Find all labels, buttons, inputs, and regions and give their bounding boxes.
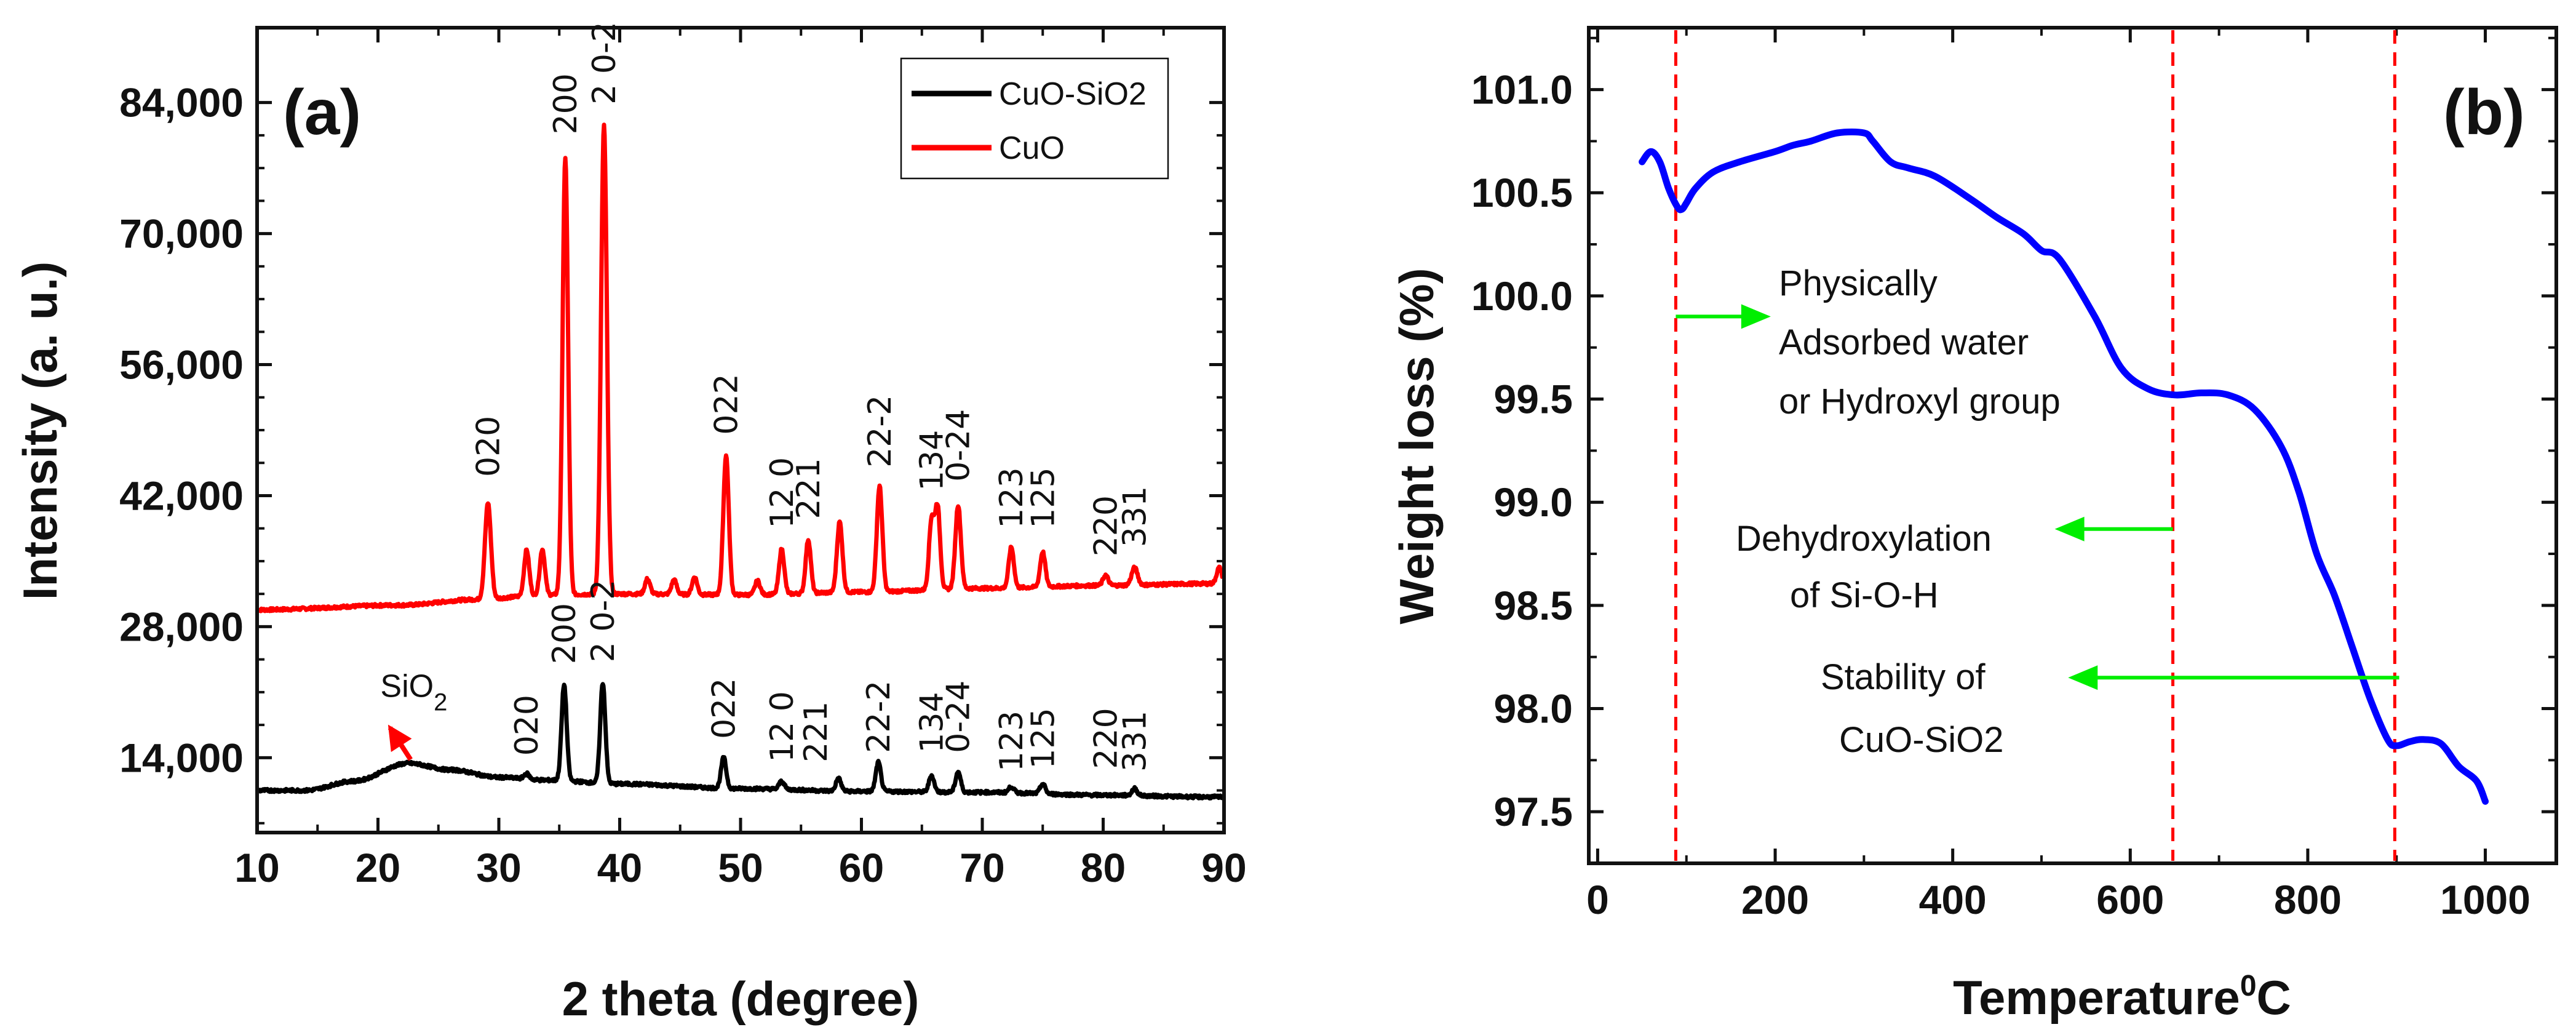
tga-plot-frame bbox=[1587, 26, 2558, 865]
xrd-x-tick-label: 90 bbox=[1201, 845, 1246, 890]
cuo-peak-label: 12 0 bbox=[764, 457, 801, 529]
xrd-x-tick-label: 40 bbox=[597, 845, 642, 890]
tga-y-tick-label: 97.5 bbox=[1494, 789, 1573, 834]
tga-y-tick-label: 99.5 bbox=[1494, 377, 1573, 422]
xrd-x-tick-label: 30 bbox=[476, 845, 521, 890]
xrd-plot-frame bbox=[255, 26, 1226, 834]
cuo-peak-label: 125 bbox=[1025, 467, 1062, 528]
xrd-curves bbox=[255, 122, 1225, 801]
cuo-sio2-peak-label: 221 bbox=[798, 701, 835, 762]
panel-label-b: (b) bbox=[2443, 77, 2525, 148]
xrd-y-tick-label: 84,000 bbox=[119, 80, 244, 126]
xrd-y-tick-label: 42,000 bbox=[119, 473, 244, 518]
panel-label-a: (a) bbox=[283, 77, 361, 148]
note-stability: Stability of CuO-SiO2 bbox=[1821, 657, 2004, 760]
xrd-x-tick-label: 10 bbox=[234, 845, 279, 890]
note-physically-adsorbed: Physically Adsorbed water or Hydroxyl gr… bbox=[1779, 263, 2061, 422]
legend-label-cuo-sio2: CuO-SiO2 bbox=[999, 76, 1147, 112]
tga-x-tick-label: 1000 bbox=[2440, 877, 2530, 922]
tga-ticks: 0 200 400 600 800 1000 97.5 98.0 98.5 99.0 99.5 100… bbox=[1471, 28, 2556, 922]
cuo-peak-label: 22-2 bbox=[862, 395, 899, 468]
tga-x-axis-label: Temperature0C bbox=[1953, 970, 2291, 1025]
cuo-sio2-peak-label: 200 bbox=[546, 603, 583, 664]
tga-y-tick-label: 101.0 bbox=[1471, 67, 1573, 113]
legend-box bbox=[900, 57, 1169, 180]
cuo-sio2-peak-label: 134 bbox=[914, 692, 951, 753]
cuo-peak-label: 200 bbox=[547, 73, 584, 134]
tga-chart: 0 200 400 600 800 1000 97.5 98.0 98.5 99.0 99.5 100… bbox=[1389, 26, 2558, 1025]
tga-y-tick-label: 99.0 bbox=[1494, 479, 1573, 525]
cuo-sio2-peak-label: 2 0-2 bbox=[585, 580, 622, 663]
tga-y-tick-label: 98.0 bbox=[1494, 686, 1573, 732]
cuo-sio2-peak-label: 22-2 bbox=[861, 681, 897, 753]
cuo-peak-label: 022 bbox=[708, 374, 745, 434]
green-arrow-head bbox=[1741, 304, 1771, 329]
cuo-peak-label: 020 bbox=[470, 416, 507, 477]
tga-x-tick-label: 200 bbox=[1741, 877, 1809, 922]
xrd-chart: 10 20 30 40 50 60 70 80 90 14,000 28,000 42,000 56,0… bbox=[13, 22, 1247, 1026]
cuo-sio2-peak-label: 125 bbox=[1025, 708, 1062, 769]
tga-y-tick-label: 100.0 bbox=[1471, 273, 1573, 319]
xrd-x-tick-label: 50 bbox=[718, 845, 763, 890]
xrd-x-tick-label: 60 bbox=[839, 845, 884, 890]
xrd-y-tick-label: 14,000 bbox=[119, 735, 244, 780]
cuo-sio2-peak-label: 022 bbox=[706, 678, 743, 739]
cuo-peak-label: 134 bbox=[914, 430, 951, 491]
xrd-legend: CuO-SiO2 CuO bbox=[900, 57, 1169, 180]
tga-x-tick-label: 400 bbox=[1919, 877, 1987, 922]
xrd-x-tick-label: 80 bbox=[1081, 845, 1126, 890]
cuo-peak-label: 331 bbox=[1117, 486, 1154, 547]
tga-x-tick-label: 0 bbox=[1586, 877, 1609, 922]
cuo-sio2-peak-label: 331 bbox=[1117, 711, 1154, 772]
xrd-y-tick-label: 28,000 bbox=[119, 604, 244, 649]
cuo-sio2-peak-label: 123 bbox=[993, 711, 1030, 772]
note-dehydroxylation: Dehydroxylation of Si-O-H bbox=[1736, 519, 2002, 615]
cuo-sio2-peak-label: 220 bbox=[1087, 708, 1124, 769]
sio2-arrow-head bbox=[388, 724, 412, 753]
cuo-peak-label: 2 0-2 bbox=[586, 22, 623, 105]
xrd-x-axis-label: 2 theta (degree) bbox=[562, 972, 920, 1026]
tga-curve bbox=[1639, 128, 2489, 805]
tga-y-tick-label: 98.5 bbox=[1494, 583, 1573, 628]
xrd-x-tick-label: 20 bbox=[356, 845, 400, 890]
cuo-peak-label: 123 bbox=[993, 467, 1030, 528]
cuo-sio2-peak-label: 0-24 bbox=[940, 681, 977, 753]
green-arrow-head bbox=[2068, 665, 2098, 690]
xrd-y-tick-label: 70,000 bbox=[119, 211, 244, 257]
xrd-y-tick-label: 56,000 bbox=[119, 342, 244, 388]
sio2-annotation: SiO2 bbox=[380, 668, 447, 761]
cuo-peak-label: 220 bbox=[1087, 495, 1124, 556]
cuo-peak-label: 221 bbox=[790, 458, 827, 519]
tga-y-axis-label: Weight loss (%) bbox=[1389, 268, 1444, 624]
tga-x-tick-label: 600 bbox=[2096, 877, 2164, 922]
cuo-peak-label: 0-24 bbox=[940, 409, 977, 482]
xrd-y-axis-label: Intensity (a. u.) bbox=[13, 262, 67, 600]
sio2-label: SiO2 bbox=[380, 668, 447, 716]
legend-label-cuo: CuO bbox=[999, 130, 1065, 166]
xrd-x-tick-label: 70 bbox=[960, 845, 1004, 890]
tga-arrows bbox=[1676, 304, 2399, 690]
weight-loss-line bbox=[1639, 128, 2489, 805]
xrd-ticks: 10 20 30 40 50 60 70 80 90 14,000 28,000 42,000 56,0… bbox=[119, 28, 1247, 890]
cuo-series-line bbox=[255, 122, 1225, 613]
cuo-sio2-series-line bbox=[255, 682, 1225, 801]
cuo-sio2-peak-label: 12 0 bbox=[764, 691, 801, 762]
green-arrow-head bbox=[2054, 516, 2085, 541]
cuo-sio2-peak-label: 020 bbox=[509, 695, 546, 756]
tga-x-tick-label: 800 bbox=[2274, 877, 2342, 922]
tga-y-tick-label: 100.5 bbox=[1471, 170, 1573, 215]
tga-region-lines bbox=[1674, 30, 2396, 861]
